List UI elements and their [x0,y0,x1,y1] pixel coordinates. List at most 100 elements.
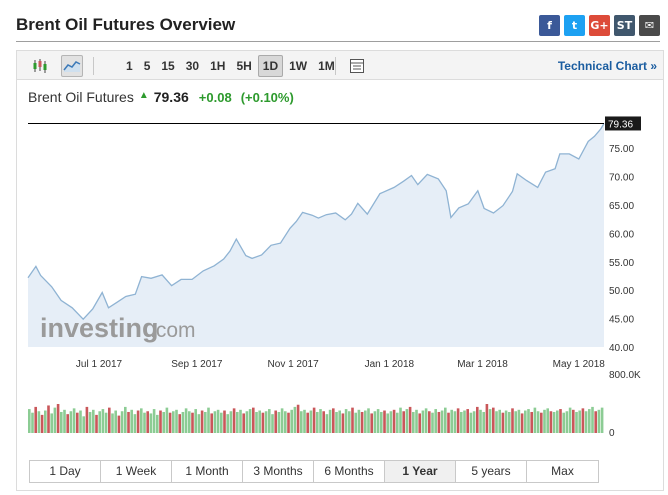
volume-bar [204,411,207,433]
range-selector: 1 Day 1 Week 1 Month 3 Months 6 Months 1 Year… [29,460,599,483]
range-1-week[interactable]: 1 Week [101,461,172,482]
interval-1m[interactable]: 1M [318,59,335,73]
volume-bar [165,407,169,434]
table-view-icon[interactable] [346,55,368,77]
volume-bar [536,411,540,433]
volume-bar [527,409,530,433]
volume-bar [533,407,537,434]
email-icon[interactable]: ✉ [639,15,660,36]
volume-bar [261,412,265,433]
volume-bar [559,409,562,433]
google-plus-icon[interactable]: G+ [589,15,610,36]
volume-bar [456,408,460,433]
volume-bar [255,411,258,433]
interval-15[interactable]: 15 [161,59,175,73]
watermark-suffix: .com [150,319,196,342]
volume-bar [396,412,399,433]
y-axis: 79.36 75.00 70.00 65.00 60.00 55.00 50.00 45.00… [605,116,641,354]
price-area [28,123,604,347]
interval-1w[interactable]: 1W [289,59,308,73]
volume-bar [213,411,217,433]
y-tick-label: 75.00 [609,144,634,155]
volume-bar [380,411,383,433]
interval-1[interactable]: 1 [126,59,133,73]
volume-bar [399,407,402,434]
toolbar-divider [93,57,94,75]
share-bar: f t G+ ST ✉ [539,15,660,36]
range-1-year[interactable]: 1 Year [385,461,456,482]
volume-bar [428,411,431,433]
x-axis: Jul 1 2017 Sep 1 2017 Nov 1 2017 Jan 1 2018… [76,359,605,370]
interval-30[interactable]: 30 [185,59,200,73]
interval-5[interactable]: 5 [143,59,151,73]
volume-bar [453,411,457,433]
price-change-percent: (+0.10%) [240,90,294,105]
volume-bar [562,412,565,433]
volume-bar [517,409,521,433]
volume-bar [56,404,60,433]
volume-bar [101,409,105,433]
volume-bar [594,411,597,433]
volume-bar [325,414,329,433]
volume-bar [252,407,255,434]
stocktwits-icon[interactable]: ST [614,15,635,36]
plot-area [27,122,605,347]
interval-1h[interactable]: 1H [210,59,226,73]
twitter-icon[interactable]: t [564,15,585,36]
volume-bar [389,411,393,433]
volume-bar [82,416,85,433]
range-5-years[interactable]: 5 years [456,461,527,482]
title-divider [16,41,660,42]
chart-toolbar: 1 5 15 30 1H 5H 1D 1W 1M Technical Chart » [16,50,664,80]
range-3-months[interactable]: 3 Months [243,461,314,482]
volume-bar [434,409,437,433]
volume-bar [383,410,386,433]
volume-bar [437,411,441,433]
volume-bar [351,407,354,434]
technical-chart-link[interactable]: Technical Chart » [557,59,657,73]
volume-bar [117,415,121,433]
area-chart-icon[interactable] [61,55,83,77]
volume-bar [600,407,604,434]
volume-bar [386,413,389,434]
facebook-icon[interactable]: f [539,15,560,36]
volume-bar [373,411,377,433]
volume-bar [69,411,73,433]
interval-1d[interactable]: 1D [257,55,284,77]
price-change: +0.08 [198,90,232,105]
volume-bar [303,409,306,433]
volume-bar [104,412,108,433]
volume-bar [578,410,581,433]
volume-bar [127,411,130,433]
volume-bar [312,407,316,434]
y-tick-label: 70.00 [609,173,634,184]
volume-bar [60,411,63,433]
volume-bar [520,413,524,434]
volume-bar [591,406,594,433]
volume-bar [220,412,223,433]
range-max[interactable]: Max [527,461,598,482]
volume-bar [191,412,194,433]
volume-bar [450,409,453,433]
volume-bar [76,412,79,433]
range-1-day[interactable]: 1 Day [30,461,101,482]
volume-bar [328,409,332,433]
volume-bar [392,409,396,433]
volume-bar [210,413,213,434]
volume-bar [194,409,197,433]
x-tick-label: Nov 1 2017 [268,359,320,370]
volume-bar [181,411,185,433]
volume-bar [239,409,242,433]
volume-bar [63,409,66,433]
last-price-marker [605,116,641,131]
range-1-month[interactable]: 1 Month [172,461,243,482]
volume-bar [332,408,335,433]
volume-bar [293,406,297,433]
range-6-months[interactable]: 6 Months [314,461,385,482]
volume-bar [575,411,578,433]
volume-bar [85,406,89,433]
candlestick-chart-icon[interactable] [29,55,51,77]
volume-bar [460,411,463,433]
interval-5h[interactable]: 5H [236,59,252,73]
